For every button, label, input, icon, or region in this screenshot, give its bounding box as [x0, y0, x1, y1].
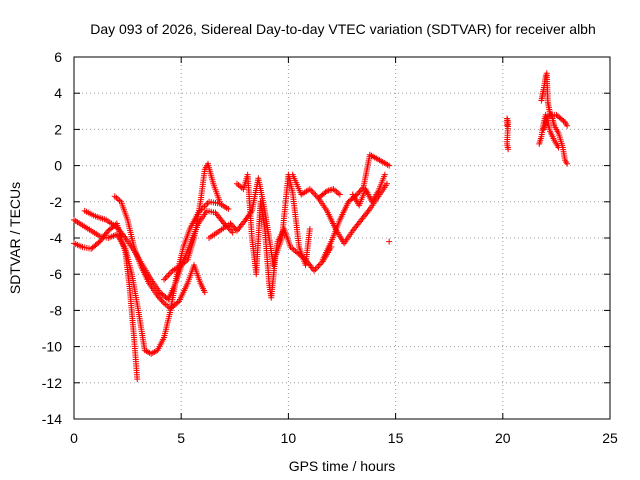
series-s13 [504, 115, 512, 153]
x-tick-label: 20 [495, 430, 511, 446]
series-s9 [315, 180, 391, 247]
y-tick-label: 2 [54, 121, 62, 137]
data-point-marker [201, 289, 208, 296]
series-s4 [111, 193, 208, 312]
y-tick-label: -2 [50, 194, 63, 210]
data-point-marker [163, 273, 170, 280]
data-point-marker [225, 206, 232, 213]
y-tick-label: -10 [42, 339, 62, 355]
data-point-marker [381, 171, 388, 178]
x-axis-label: GPS time / hours [289, 458, 396, 474]
y-tick-label: -8 [50, 302, 63, 318]
series-s16 [536, 111, 562, 151]
x-tick-label: 15 [388, 430, 404, 446]
series-s8 [289, 171, 343, 202]
data-point-marker [230, 223, 237, 230]
data-point-marker [336, 191, 343, 198]
data-point-marker [203, 201, 210, 208]
data-point-marker [313, 264, 320, 271]
data-point-marker [204, 200, 211, 207]
data-point-marker [564, 160, 571, 167]
chart-title: Day 093 of 2026, Sidereal Day-to-day VTE… [90, 21, 596, 37]
y-tick-label: 0 [54, 158, 62, 174]
y-axis: -14 -12 -10 -8 -6 -4 -2 0 2 4 6 [42, 49, 610, 427]
data-point-marker [95, 239, 102, 246]
series-s12 [386, 238, 393, 245]
data-point-marker [231, 224, 238, 231]
series-s7 [233, 171, 313, 301]
data-point-marker [228, 221, 235, 228]
y-tick-label: -14 [42, 411, 62, 427]
data-point-marker [322, 189, 329, 196]
data-point-marker [157, 295, 164, 302]
data-point-marker [166, 270, 173, 277]
y-tick-label: 4 [54, 85, 62, 101]
data-point-marker [155, 294, 162, 301]
y-axis-label: SDTVAR / TECUs [7, 182, 23, 294]
data-point-marker [174, 299, 181, 306]
data-point-marker [555, 144, 562, 151]
x-tick-label: 10 [281, 430, 297, 446]
series-s11 [349, 171, 388, 209]
x-axis: 0 5 10 15 20 25 [70, 57, 618, 446]
data-point-marker [165, 272, 172, 279]
data-point-marker [547, 112, 554, 119]
series-s3 [81, 207, 236, 303]
series-s14 [538, 70, 571, 167]
data-point-marker [315, 263, 322, 270]
data-points [71, 70, 571, 383]
data-point-marker [227, 220, 234, 227]
data-point-marker [134, 376, 141, 383]
data-point-marker [229, 229, 236, 236]
series-s5 [161, 160, 223, 283]
data-point-marker [357, 187, 364, 194]
x-tick-label: 0 [70, 430, 78, 446]
y-tick-label: 6 [54, 49, 62, 65]
data-point-marker [386, 238, 393, 245]
data-point-marker [162, 275, 169, 282]
data-point-marker [306, 225, 313, 232]
data-point-marker [505, 146, 512, 153]
data-point-marker [356, 188, 363, 195]
x-tick-label: 5 [177, 430, 185, 446]
data-point-marker [386, 162, 393, 169]
data-point-marker [560, 117, 567, 124]
data-point-marker [384, 180, 391, 187]
y-tick-label: -12 [42, 375, 62, 391]
data-point-marker [216, 198, 223, 205]
data-point-marker [308, 187, 315, 194]
data-point-marker [355, 190, 362, 197]
data-point-marker [564, 122, 571, 129]
y-tick-label: -4 [50, 230, 63, 246]
data-point-marker [154, 292, 161, 299]
data-point-marker [158, 297, 165, 304]
data-point-marker [312, 266, 319, 273]
data-point-marker [546, 113, 553, 120]
series-s10 [319, 151, 393, 263]
data-point-marker [311, 190, 318, 197]
x-tick-label: 25 [602, 430, 618, 446]
data-point-marker [316, 261, 323, 268]
y-tick-label: -6 [50, 266, 63, 282]
data-point-marker [159, 298, 166, 305]
data-point-marker [161, 276, 168, 283]
series-s6 [206, 175, 335, 274]
